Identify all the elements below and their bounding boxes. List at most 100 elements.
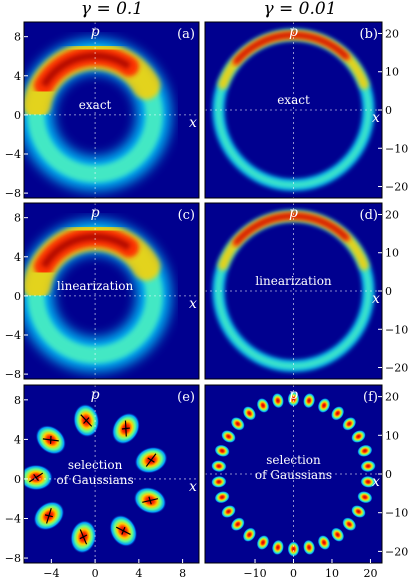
- gaussian-blob: [303, 392, 316, 409]
- gaussian-blob: [287, 541, 300, 557]
- gaussian-blob: [230, 416, 245, 431]
- x-tick-label: 0: [290, 567, 297, 580]
- y-tick-label: 4: [14, 433, 21, 446]
- y-tick-label: 10: [385, 429, 399, 442]
- y-tick-label: 8: [14, 31, 21, 44]
- gaussian-axis-minor: [33, 473, 39, 482]
- gaussian-axis-minor: [148, 496, 152, 505]
- center-label: selection: [266, 453, 321, 467]
- y-tick-label: 0: [385, 468, 392, 481]
- x-axis-label: x: [189, 296, 197, 312]
- panel-background: [205, 385, 382, 563]
- x-axis-label: x: [372, 110, 380, 126]
- p-axis-label: p: [91, 205, 100, 221]
- ring-hot-core: [235, 33, 348, 63]
- gaussian-blob: [214, 444, 230, 458]
- y-tick-label: −8: [5, 368, 21, 381]
- gaussian-blob: [330, 406, 345, 421]
- y-tick-label: −10: [385, 507, 408, 520]
- panel-frame: [23, 384, 200, 564]
- gaussian-blob: [357, 444, 373, 458]
- x-axis-label: x: [189, 479, 197, 495]
- center-label: linearization: [57, 279, 134, 293]
- gaussian-axis-minor: [79, 534, 88, 540]
- y-tick-label: −20: [385, 545, 408, 558]
- y-tick-label: 10: [385, 66, 399, 79]
- panel-tag: (c): [178, 208, 195, 223]
- gaussian-blob: [214, 490, 230, 504]
- gaussian-axis-minor: [121, 526, 126, 535]
- p-axis-label: p: [289, 24, 298, 40]
- gaussian-axis-minor: [147, 457, 155, 463]
- panel-tag: (b): [360, 27, 378, 42]
- y-tick-label: −20: [385, 362, 408, 375]
- y-tick-label: 0: [385, 104, 392, 117]
- gaussian-blob: [342, 416, 357, 431]
- panels: p x (a) exact 8 4 0 −4 −8 p x (b) exact 20 10 0 −10 −20 p x…: [5, 21, 408, 580]
- gaussian-blob: [271, 392, 284, 409]
- y-tick-label: 0: [14, 473, 21, 486]
- heatmap: [24, 403, 168, 554]
- gaussian-blob: [221, 505, 236, 519]
- gaussian-blob: [360, 475, 376, 488]
- y-tick-label: 20: [385, 208, 399, 221]
- p-axis-label: p: [289, 387, 298, 403]
- y-tick-label: 8: [14, 394, 21, 407]
- x-axis-label: x: [372, 291, 380, 307]
- panel-tag: (e): [177, 390, 195, 405]
- heatmap: [212, 209, 375, 373]
- y-tick-label: −8: [5, 187, 21, 200]
- heatmap: [212, 28, 375, 192]
- gaussian-blob: [242, 527, 257, 542]
- gaussian-axis-minor: [83, 417, 90, 424]
- gaussian-blob: [211, 460, 227, 473]
- x-tick-label: −10: [243, 567, 266, 580]
- y-tick-label: 4: [14, 251, 21, 264]
- gaussian-blob: [317, 535, 331, 551]
- panel-d: p x (d) linearization 20 10 0 −10 −20: [204, 202, 408, 380]
- y-tick-label: −20: [385, 181, 408, 194]
- p-axis-label: p: [91, 387, 100, 403]
- x-axis-label: x: [189, 115, 197, 131]
- y-tick-label: −10: [385, 323, 408, 336]
- gaussian-blob: [351, 505, 366, 519]
- x-tick-label: 8: [179, 567, 186, 580]
- center-label: selection: [68, 458, 123, 472]
- y-tick-label: −10: [385, 142, 408, 155]
- heatmap: [211, 391, 376, 557]
- gaussian-blob: [211, 475, 227, 488]
- gaussian-blob: [287, 391, 300, 407]
- ring-hot-core: [40, 233, 132, 269]
- x-tick-label: 0: [92, 567, 99, 580]
- ring-hot-core: [235, 214, 348, 244]
- y-tick-label: 10: [385, 247, 399, 260]
- panel-frame: [23, 21, 200, 199]
- column-title-right: γ = 0.01: [263, 0, 336, 19]
- ring-hot-core: [40, 52, 132, 88]
- gaussian-blob: [351, 429, 366, 443]
- x-tick-label: −4: [43, 567, 59, 580]
- panel-c: p x (c) linearization 8 4 0 −4 −8: [5, 202, 200, 381]
- gaussian-blob: [221, 429, 236, 443]
- gaussian-blob: [330, 527, 345, 542]
- y-tick-label: 8: [14, 212, 21, 225]
- center-label: of Gaussians: [57, 473, 134, 487]
- gaussian-blob: [342, 517, 357, 532]
- x-tick-label: 10: [325, 567, 339, 580]
- y-tick-label: 4: [14, 70, 21, 83]
- y-tick-label: 20: [385, 27, 399, 40]
- y-tick-label: −4: [5, 329, 21, 342]
- gaussian-blob: [303, 539, 316, 556]
- y-tick-label: 0: [14, 109, 21, 122]
- gaussian-blob: [256, 535, 270, 551]
- gaussian-blob: [230, 517, 245, 532]
- center-label: exact: [79, 98, 112, 112]
- gaussian-blob: [360, 460, 376, 473]
- gaussian-axis-minor: [121, 427, 130, 430]
- panel-tag: (d): [360, 208, 378, 223]
- gaussian-blob: [317, 397, 331, 413]
- x-tick-label: 4: [135, 567, 142, 580]
- gaussian-blob: [242, 406, 257, 421]
